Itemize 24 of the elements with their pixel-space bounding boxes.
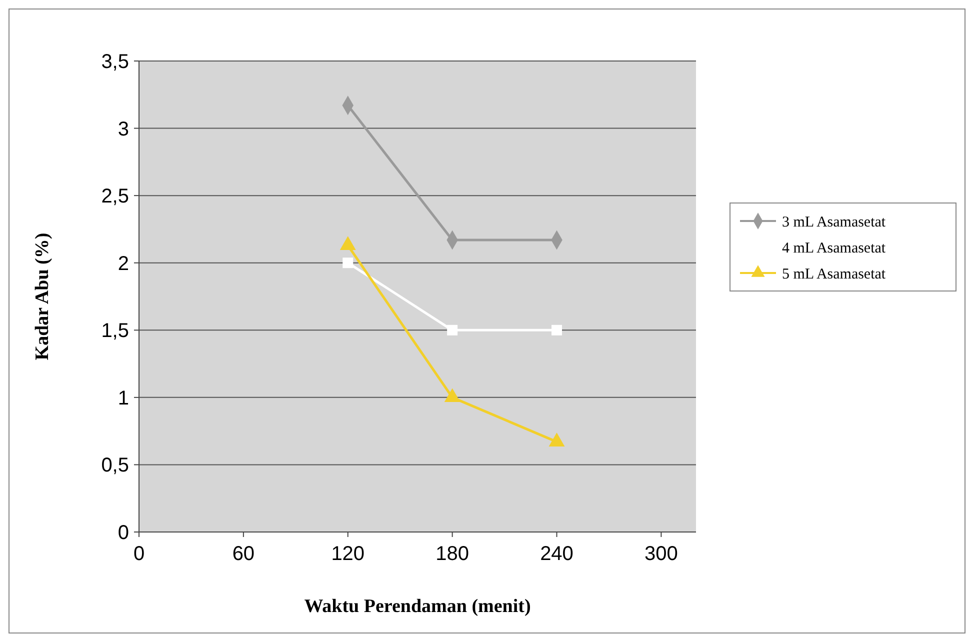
x-tick-label: 180	[436, 543, 469, 565]
point	[447, 324, 458, 336]
y-tick-label: 0	[118, 522, 129, 544]
point	[552, 324, 562, 336]
y-tick-label: 0,5	[101, 454, 129, 477]
y-tick-label: 2,5	[101, 186, 129, 208]
x-tick-label: 0	[133, 543, 145, 565]
point	[548, 432, 565, 446]
x-axis-title: Waktu Perendaman (menit)	[304, 596, 531, 617]
y-tick-label: 3	[118, 118, 129, 140]
x-tick-label: 300	[644, 543, 678, 565]
y-tick-label: 2	[118, 252, 129, 275]
y-tick-label: 1	[118, 387, 129, 410]
x-tick-label: 240	[540, 543, 574, 565]
point	[444, 388, 460, 402]
legend-label: 3 mL Asamasetat	[782, 214, 886, 230]
y-tick-label: 1,5	[101, 320, 129, 342]
y-axis-title: Kadar Abu (%)	[32, 232, 53, 360]
x-tick-label: 60	[232, 543, 255, 565]
y-tick-label: 3,5	[101, 51, 129, 73]
x-tick-label: 120	[331, 543, 365, 565]
text: 4 mL Asamasetat	[782, 240, 886, 256]
legend-label: 5 mL Asamasetat	[782, 266, 886, 282]
point	[342, 258, 354, 268]
